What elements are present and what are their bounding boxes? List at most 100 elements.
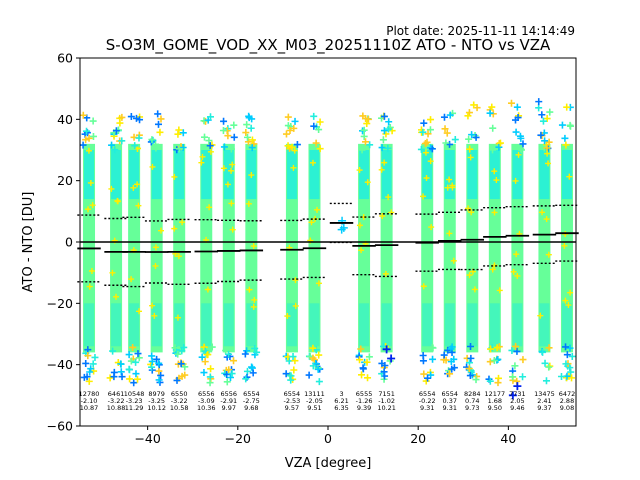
scatter-column-upper [381, 150, 392, 200]
scatter-point [219, 126, 227, 134]
scatter-point [543, 144, 551, 152]
scatter-point [309, 159, 316, 166]
bin-mean-label: 0.74 [465, 397, 479, 405]
scatter-point [132, 370, 140, 378]
scatter-point [174, 350, 182, 358]
scatter-point [542, 377, 550, 385]
scatter-point [227, 145, 235, 153]
scatter-point [495, 143, 503, 151]
scatter-point [440, 113, 448, 121]
scatter-column-lower [246, 303, 257, 347]
scatter-point [361, 138, 369, 146]
scatter-points [80, 98, 576, 400]
scatter-column-lower [561, 303, 572, 347]
scatter-point [543, 216, 550, 223]
scatter-column-lower [151, 303, 162, 347]
scatter-point [513, 347, 521, 355]
scatter-point [565, 302, 572, 309]
bin-mean-label: -3.09 [198, 397, 215, 405]
scatter-point [177, 360, 185, 368]
scatter-point [204, 286, 211, 293]
y-tick-label: 40 [57, 112, 73, 127]
scatter-point [310, 356, 318, 364]
scatter-point [382, 270, 389, 277]
scatter-point [200, 343, 208, 351]
scatter-point [448, 365, 456, 373]
scatter-point [360, 132, 368, 140]
scatter-point [220, 165, 227, 172]
scatter-point [356, 356, 364, 364]
scatter-point [224, 132, 232, 140]
scatter-point [561, 134, 569, 142]
x-tick-label: −40 [134, 431, 160, 446]
scatter-column-upper [489, 150, 500, 200]
scatter-point [450, 257, 457, 264]
scatter-point [284, 122, 292, 130]
scatter-column-lower [223, 303, 234, 347]
scatter-point [87, 179, 94, 186]
bin-std-label: 10.58 [170, 404, 189, 412]
scatter-point [356, 222, 363, 229]
bin-std-label: 9.50 [488, 404, 502, 412]
scatter-point [489, 146, 497, 154]
scatter-point [134, 375, 142, 383]
scatter-point [539, 348, 547, 356]
scatter-point [446, 370, 454, 378]
scatter-column-upper [561, 150, 572, 200]
scatter-column-upper [223, 150, 234, 200]
scatter-column-upper [201, 150, 212, 200]
scatter-column-lower [512, 303, 523, 347]
y-tick-label: −20 [47, 296, 73, 311]
scatter-point [515, 151, 522, 158]
scatter-point [89, 117, 97, 125]
scatter-point [132, 358, 140, 366]
scatter-point [220, 117, 228, 125]
scatter-point [289, 353, 297, 361]
scatter-point [91, 353, 99, 361]
scatter-point [358, 146, 366, 154]
scatter-point [225, 350, 233, 358]
scatter-point [157, 371, 165, 379]
scatter-point [448, 343, 456, 351]
scatter-point [86, 283, 93, 290]
scatter-point [380, 112, 388, 120]
scatter-point [568, 374, 576, 382]
scatter-point [315, 351, 323, 359]
bin-std-label: 6.35 [334, 404, 348, 412]
scatter-point [489, 124, 497, 132]
x-tick-label: 20 [410, 431, 426, 446]
scatter-point [108, 185, 115, 192]
scatter-point [245, 114, 253, 122]
scatter-point [440, 351, 448, 359]
scatter-column-upper [422, 150, 433, 200]
scatter-point [199, 153, 206, 160]
scatter-column-upper [129, 150, 140, 200]
bin-mean-label: -3.23 [126, 397, 143, 405]
bin-count-label: 6550 [171, 390, 188, 398]
scatter-point [359, 112, 367, 120]
scatter-point [118, 113, 126, 121]
scatter-point [442, 139, 450, 147]
scatter-point [491, 168, 498, 175]
scatter-point [537, 312, 544, 319]
scatter-point [243, 121, 251, 129]
bin-count-label: 10548 [124, 390, 145, 398]
bin-count-label: 6554 [419, 390, 436, 398]
scatter-column-upper [111, 150, 122, 200]
scatter-point [153, 355, 161, 363]
scatter-point [198, 159, 205, 166]
scatter-column-lower [174, 303, 185, 347]
scatter-point [251, 296, 258, 303]
scatter-point [449, 182, 456, 189]
scatter-column-lower [381, 303, 392, 347]
scatter-point [84, 346, 92, 354]
scatter-point [181, 363, 189, 371]
scatter-point [89, 132, 97, 140]
scatter-point [117, 360, 125, 368]
chart-title: S-O3M_GOME_VOD_XX_M03_20251110Z ATO - NT… [106, 36, 551, 55]
scatter-point [490, 357, 498, 365]
scatter-point [152, 244, 159, 251]
y-tick-label: 20 [57, 173, 73, 188]
scatter-point [486, 377, 494, 385]
scatter-point [511, 362, 519, 370]
